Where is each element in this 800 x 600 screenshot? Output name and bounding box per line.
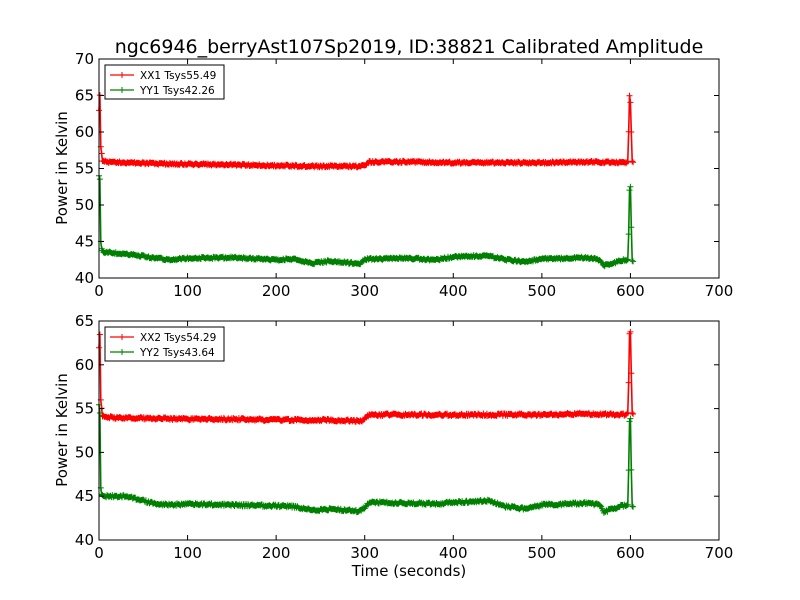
y-tick-label: 55 (75, 400, 94, 418)
legend-marker (119, 334, 125, 340)
legend-label: XX2 Tsys54.29 (140, 332, 216, 344)
plot-frame (98, 320, 720, 541)
y-tick-label: 40 (75, 531, 94, 549)
y-tick-label: 45 (75, 487, 94, 505)
legend-label: XX1 Tsys55.49 (140, 70, 216, 82)
legend-marker (119, 349, 125, 355)
chart-title: ngc6946_berryAst107Sp2019, ID:38821 Cali… (115, 36, 704, 58)
x-tick-label: 100 (173, 544, 202, 562)
x-tick-label: 700 (705, 544, 734, 562)
y-tick-label: 40 (75, 269, 94, 287)
x-tick-label: 300 (350, 544, 379, 562)
x-tick-label: 700 (705, 282, 734, 300)
legend: XX2 Tsys54.29 YY2 Tsys43.64 (104, 326, 225, 362)
y-tick-label: 65 (75, 312, 94, 330)
y-axis-label: Power in Kelvin (53, 111, 71, 225)
bottom-panel: 0 100 200 300 400 500 600 700 40 45 50 55 60 65 Power … (53, 312, 733, 562)
y-tick-label: 50 (75, 443, 94, 461)
x-tick-label: 500 (528, 544, 557, 562)
y-tick-label: 65 (75, 87, 94, 105)
x-tick-label: 500 (528, 282, 557, 300)
x-tick-label: 400 (439, 282, 468, 300)
y-tick-label: 60 (75, 123, 94, 141)
y-axis-label: Power in Kelvin (53, 373, 71, 487)
x-tick-label: 100 (173, 282, 202, 300)
x-tick-label: 600 (616, 544, 645, 562)
legend-marker (119, 72, 125, 78)
legend-marker (119, 87, 125, 93)
x-tick-label: 200 (262, 282, 291, 300)
x-tick-label: 300 (350, 282, 379, 300)
x-tick-label: 200 (262, 544, 291, 562)
legend: XX1 Tsys55.49 YY1 Tsys42.26 (104, 64, 225, 100)
y-tick-label: 45 (75, 233, 94, 251)
legend-label: YY2 Tsys43.64 (139, 347, 215, 359)
legend-label: YY1 Tsys42.26 (139, 85, 215, 97)
x-tick-label: 600 (616, 282, 645, 300)
y-tick-label: 55 (75, 160, 94, 178)
legend-box (104, 326, 225, 362)
y-tick-label: 60 (75, 356, 94, 374)
y-tick-label: 50 (75, 196, 94, 214)
top-panel: 0 100 200 300 400 500 600 700 40 45 50 55 60 65 70 Powe… (53, 50, 733, 300)
y-tick-label: 70 (75, 50, 94, 68)
x-tick-label: 0 (94, 544, 104, 562)
x-tick-label: 400 (439, 544, 468, 562)
x-tick-label: 0 (94, 282, 104, 300)
legend-box (104, 64, 225, 100)
x-axis-label: Time (seconds) (351, 562, 467, 580)
